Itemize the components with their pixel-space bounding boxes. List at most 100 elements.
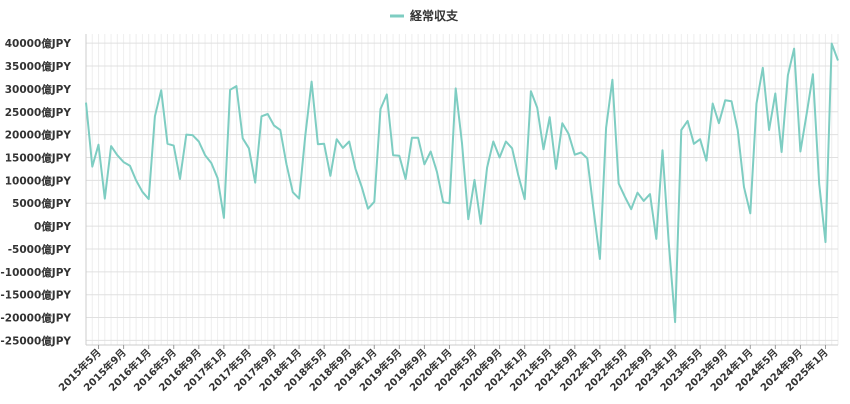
data-point: [749, 212, 751, 214]
y-tick-label: 30000億JPY: [5, 83, 72, 96]
data-point: [574, 154, 576, 156]
data-point: [235, 85, 237, 87]
data-point: [674, 321, 676, 323]
data-point: [712, 102, 714, 104]
data-point: [693, 143, 695, 145]
data-point: [599, 258, 601, 260]
data-point: [517, 175, 519, 177]
data-point: [668, 242, 670, 244]
data-point: [110, 145, 112, 147]
data-point: [511, 147, 513, 149]
data-point: [404, 178, 406, 180]
data-point: [179, 178, 181, 180]
y-tick-label: -20000億JPY: [0, 312, 71, 325]
data-point: [643, 200, 645, 202]
data-point: [267, 113, 269, 115]
y-tick-label: 0億JPY: [34, 220, 71, 233]
data-point: [448, 202, 450, 204]
data-point: [686, 120, 688, 122]
data-point: [461, 142, 463, 144]
data-point: [185, 133, 187, 135]
data-point: [774, 92, 776, 94]
legend[interactable]: 経常収支: [390, 8, 459, 23]
data-point: [85, 101, 87, 103]
data-point: [837, 59, 839, 61]
legend-label: 経常収支: [410, 8, 459, 23]
data-point: [348, 140, 350, 142]
data-point: [292, 191, 294, 193]
data-point: [254, 181, 256, 183]
data-point: [386, 93, 388, 95]
data-point: [636, 192, 638, 194]
data-point: [799, 150, 801, 152]
data-point: [586, 157, 588, 159]
data-point: [737, 129, 739, 131]
data-point: [436, 171, 438, 173]
data-point: [298, 197, 300, 199]
data-point: [148, 198, 150, 200]
data-point: [549, 116, 551, 118]
data-point: [806, 112, 808, 114]
data-point: [442, 201, 444, 203]
data-point: [229, 89, 231, 91]
y-tick-label: 40000億JPY: [5, 37, 72, 50]
data-point: [480, 223, 482, 225]
data-point: [467, 218, 469, 220]
data-point: [530, 90, 532, 92]
y-tick-label: 35000億JPY: [5, 60, 72, 73]
data-point: [273, 124, 275, 126]
y-tick-label: 25000億JPY: [5, 106, 72, 119]
y-tick-label: -10000億JPY: [0, 266, 71, 279]
data-point: [536, 106, 538, 108]
data-point: [768, 129, 770, 131]
data-point: [724, 99, 726, 101]
data-point: [104, 197, 106, 199]
data-point: [411, 137, 413, 139]
data-point: [505, 140, 507, 142]
data-point: [379, 108, 381, 110]
y-axis: 40000億JPY 35000億JPY 30000億JPY 25000億JPY 2000…: [0, 34, 87, 347]
data-point: [455, 87, 457, 89]
data-point: [135, 179, 137, 181]
data-point: [417, 137, 419, 139]
data-point: [210, 162, 212, 164]
data-point: [173, 144, 175, 146]
data-point: [317, 143, 319, 145]
data-point: [818, 183, 820, 185]
data-point: [141, 191, 143, 193]
data-point: [204, 154, 206, 156]
data-point: [812, 73, 814, 75]
data-point: [129, 165, 131, 167]
data-point: [680, 129, 682, 131]
data-point: [755, 102, 757, 104]
data-point: [793, 47, 795, 49]
data-point: [555, 168, 557, 170]
data-point: [787, 74, 789, 76]
data-point: [780, 151, 782, 153]
data-point: [492, 140, 494, 142]
data-point: [285, 163, 287, 165]
data-point: [166, 143, 168, 145]
data-point: [611, 79, 613, 81]
data-point: [154, 115, 156, 117]
data-point: [624, 196, 626, 198]
data-point: [605, 127, 607, 129]
data-point: [116, 154, 118, 156]
data-point: [91, 165, 93, 167]
grid: [85, 34, 839, 345]
data-point: [762, 67, 764, 69]
series-line-keijo-shushi: [85, 42, 839, 324]
y-tick-label: 10000億JPY: [5, 174, 72, 187]
data-point: [824, 241, 826, 243]
data-point: [542, 148, 544, 150]
data-point: [661, 149, 663, 151]
data-point: [367, 208, 369, 210]
data-point: [699, 138, 701, 140]
data-point: [216, 177, 218, 179]
data-point: [423, 163, 425, 165]
data-point: [260, 115, 262, 117]
data-point: [198, 140, 200, 142]
data-point: [649, 193, 651, 195]
data-point: [336, 138, 338, 140]
